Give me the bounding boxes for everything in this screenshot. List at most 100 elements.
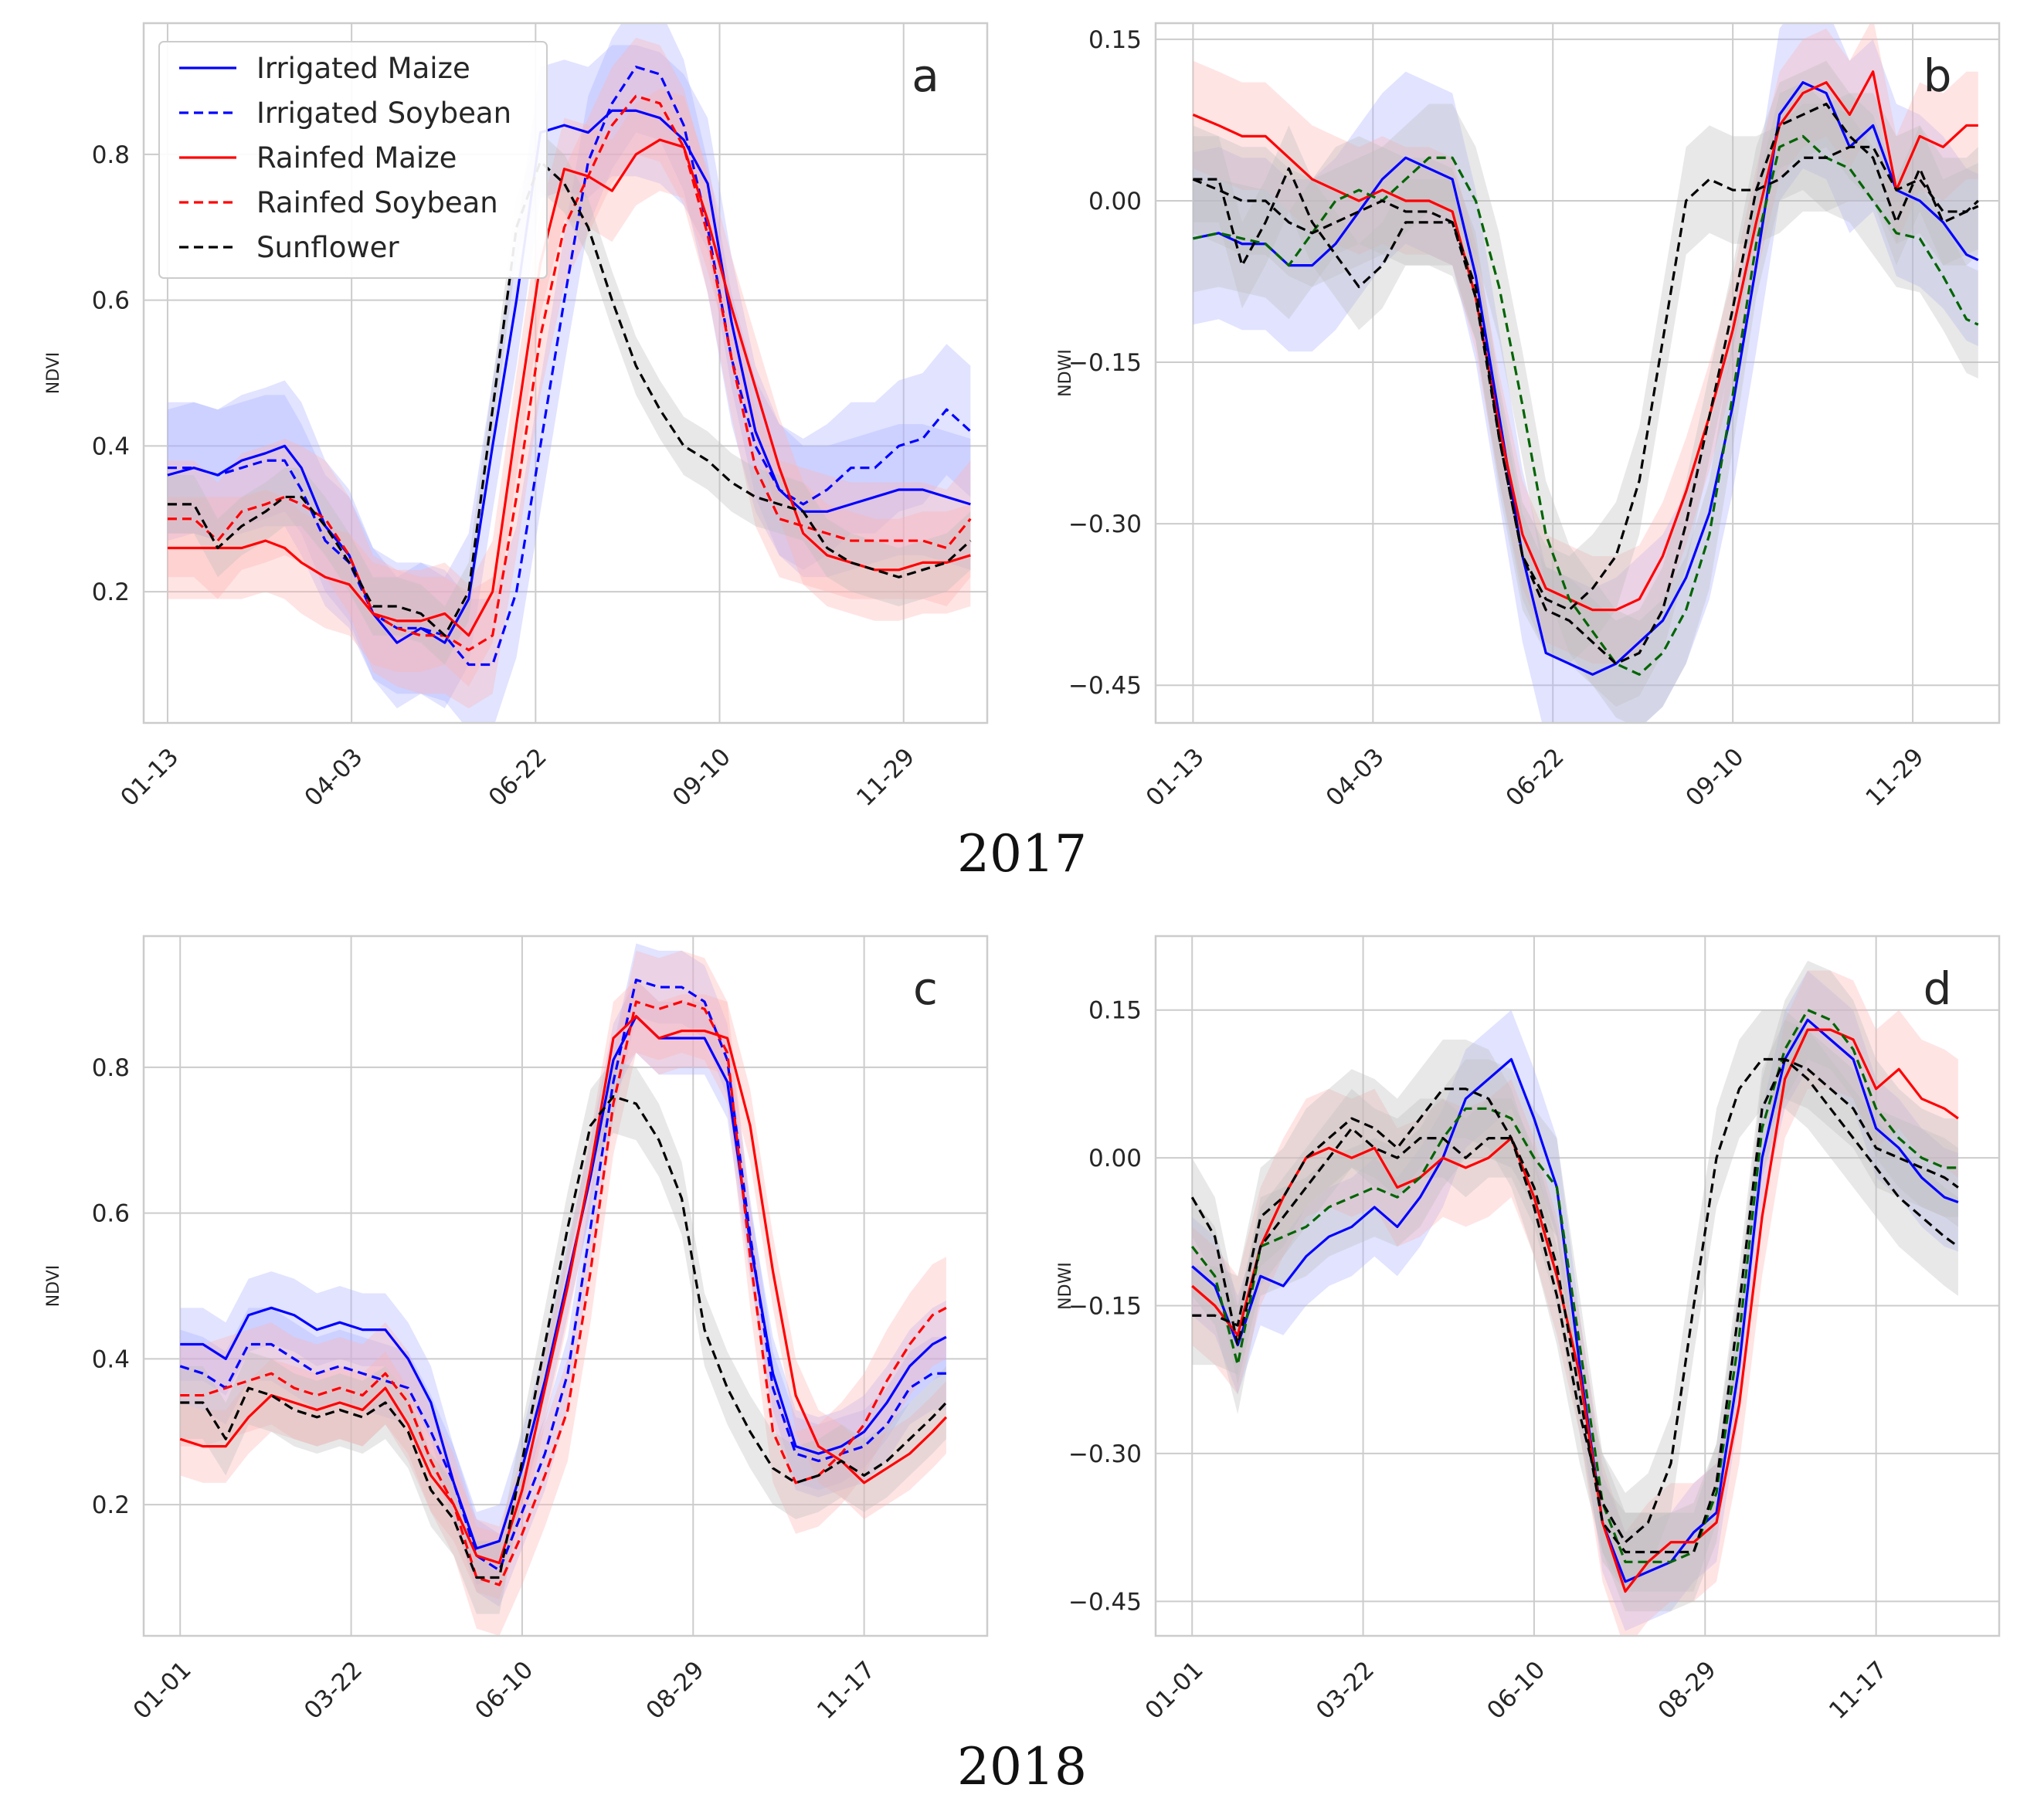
year-label-2018: 2018 [957, 1737, 1087, 1797]
x-tick-label: 06-10 [1482, 1656, 1550, 1725]
y-axis-label: NDWI [1056, 349, 1075, 397]
plot-area [179, 943, 948, 1636]
y-tick-label: 0.6 [92, 1200, 130, 1228]
y-tick-label: 0.4 [92, 1345, 130, 1373]
y-tick-label: 0.2 [92, 1491, 130, 1519]
y-axis-label: NDVI [44, 352, 63, 395]
y-tick-label: −0.15 [1068, 1293, 1142, 1321]
series-line-3 [180, 1000, 947, 1586]
band-4 [1193, 93, 1978, 664]
series-line-3 [1190, 1057, 1959, 1554]
band-2 [1193, 82, 1978, 723]
x-tick-label: 08-29 [1653, 1656, 1722, 1725]
y-tick-label: 0.15 [1088, 997, 1142, 1025]
legend-label: Irrigated Soybean [256, 97, 511, 130]
x-tick-label: 09-10 [1680, 743, 1749, 812]
band-4 [180, 1060, 946, 1614]
series-line-1 [167, 66, 972, 667]
y-tick-label: −0.15 [1068, 349, 1142, 377]
y-tick-label: 0.8 [92, 141, 130, 169]
y-tick-label: −0.30 [1068, 511, 1142, 538]
plot-area [1192, 23, 1979, 723]
y-tick-label: 0.00 [1088, 188, 1142, 215]
y-tick-label: −0.45 [1068, 672, 1142, 700]
band-3 [1193, 60, 1978, 707]
x-tick-label: 01-01 [128, 1656, 197, 1725]
plot-area [1190, 960, 1959, 1636]
panel-letter: a [912, 49, 939, 102]
legend-label: Irrigated Maize [256, 52, 470, 85]
x-tick-label: 11-17 [812, 1656, 881, 1725]
legend-label: Sunflower [256, 231, 399, 264]
plot-area [167, 23, 972, 723]
legend-box [158, 41, 548, 279]
x-tick-label: 04-03 [1321, 743, 1390, 812]
series-line-2 [1193, 134, 1979, 676]
y-tick-label: 0.00 [1088, 1145, 1142, 1172]
year-label-2017: 2017 [957, 824, 1087, 884]
series-line-4 [180, 1095, 948, 1579]
band-2 [1192, 960, 1958, 1612]
panel-c: 01-01 03-22 06-10 08-29 11-17 0.2 0.4 0.6 0.8 NDV… [44, 935, 989, 1725]
x-tick-label: 11-29 [851, 743, 920, 812]
series-line-1 [1191, 1028, 1959, 1593]
series-line-0 [1191, 1018, 1959, 1583]
y-tick-label: 0.8 [92, 1054, 130, 1082]
x-tick-label: 11-17 [1824, 1656, 1893, 1725]
axes-frame [1154, 22, 2001, 724]
axes-frame [142, 935, 989, 1637]
x-tick-label: 06-22 [1501, 743, 1570, 812]
x-tick-label: 06-10 [470, 1656, 538, 1725]
series-line-0 [167, 109, 971, 644]
axes-frame [142, 22, 989, 724]
legend-label: Rainfed Soybean [256, 186, 498, 219]
x-tick-label: 01-13 [1141, 743, 1210, 812]
panel-letter: b [1923, 49, 1952, 102]
series-line-2 [167, 138, 971, 637]
band-4 [1192, 1009, 1958, 1592]
series-line-3 [167, 94, 972, 652]
panel-d: 01-01 03-22 06-10 08-29 11-17 0.15 0.00 −0.15 −0… [1056, 935, 2001, 1725]
x-tick-label: 03-22 [299, 1656, 368, 1725]
band-0 [1193, 23, 1978, 723]
y-axis-label: NDVI [44, 1265, 63, 1308]
band-0 [167, 45, 971, 709]
y-tick-label: 0.2 [92, 578, 130, 606]
series-line-1 [179, 979, 946, 1572]
x-tick-label: 06-22 [484, 743, 552, 812]
x-tick-label: 01-13 [115, 743, 184, 812]
band-0 [180, 979, 946, 1585]
series-line-2 [179, 1015, 948, 1565]
x-tick-label: 11-29 [1860, 743, 1929, 812]
y-axis-label: NDWI [1056, 1262, 1075, 1310]
legend: Irrigated Maize Irrigated Soybean Rainfed … [158, 41, 548, 279]
band-1 [167, 23, 971, 723]
y-tick-label: −0.45 [1068, 1588, 1142, 1616]
axes-frame [1154, 935, 2001, 1637]
x-tick-label: 01-01 [1140, 1656, 1209, 1725]
y-tick-label: 0.4 [92, 433, 130, 460]
band-1 [1193, 23, 1978, 664]
series-line-3 [1193, 102, 1979, 665]
panel-letter: d [1923, 962, 1952, 1015]
x-tick-label: 04-03 [299, 743, 368, 812]
series-line-4 [1192, 145, 1979, 612]
band-3 [167, 37, 971, 709]
series-line-2 [1190, 1009, 1958, 1563]
band-2 [180, 979, 946, 1600]
y-tick-label: −0.30 [1068, 1440, 1142, 1468]
legend-label: Rainfed Maize [256, 141, 457, 175]
series-line-4 [1192, 1057, 1959, 1544]
series-line-0 [1193, 81, 1979, 676]
series-line-1 [1192, 70, 1978, 612]
x-tick-label: 03-22 [1311, 1656, 1380, 1725]
band-2 [167, 88, 971, 687]
panel-a: 01-13 04-03 06-22 09-10 11-29 0.2 0.4 0.6 0.8 NDV… [44, 22, 989, 812]
x-tick-label: 09-10 [667, 743, 736, 812]
panel-letter: c [913, 962, 938, 1015]
y-tick-label: 0.6 [92, 287, 130, 315]
x-tick-label: 08-29 [641, 1656, 710, 1725]
panel-b: 01-13 04-03 06-22 09-10 11-29 0.15 0.00 −0.15 −0… [1056, 22, 2001, 812]
y-tick-label: 0.15 [1088, 26, 1142, 54]
